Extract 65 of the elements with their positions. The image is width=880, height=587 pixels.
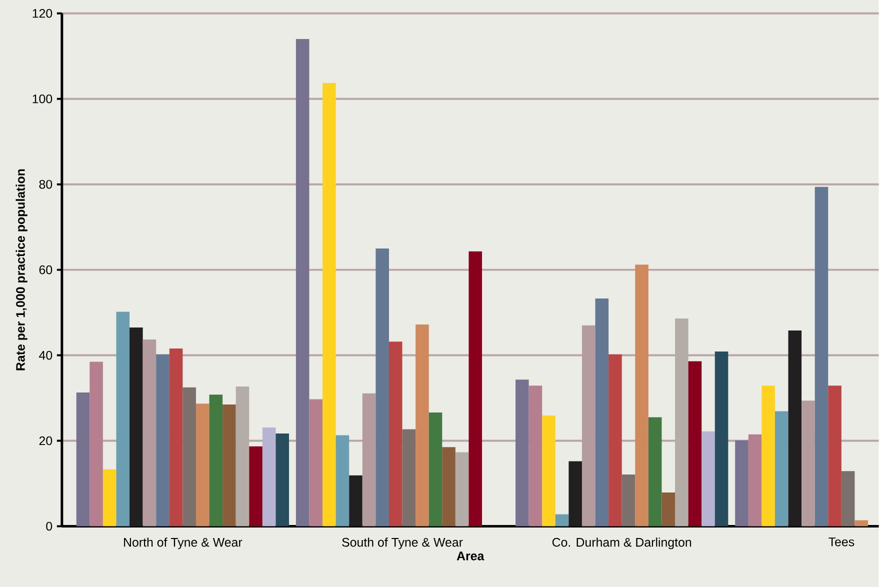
y-tick-label: 80 xyxy=(39,180,52,189)
bar xyxy=(376,248,389,526)
bar xyxy=(222,404,236,526)
bar xyxy=(841,471,855,526)
bar xyxy=(442,447,456,526)
bar xyxy=(76,392,90,526)
y-tick-label: 60 xyxy=(39,265,52,274)
y-tick-label: 20 xyxy=(39,436,52,446)
bar xyxy=(688,361,702,526)
bar xyxy=(714,351,728,526)
bar xyxy=(542,415,556,526)
y-axis-title: Rate per 1,000 practice population xyxy=(16,169,28,370)
bar xyxy=(322,82,336,526)
bar xyxy=(608,354,622,526)
bar xyxy=(416,324,429,526)
bar xyxy=(455,452,469,526)
bar xyxy=(349,475,362,526)
y-tick-label: 0 xyxy=(46,522,52,531)
bar xyxy=(555,514,569,526)
x-tick-label: Tees xyxy=(828,538,854,546)
bar xyxy=(516,380,529,526)
bar xyxy=(774,411,788,526)
bar xyxy=(528,386,542,526)
bar xyxy=(854,520,868,526)
bar xyxy=(788,330,802,526)
bar xyxy=(90,362,103,526)
bar xyxy=(130,327,143,526)
bar xyxy=(468,251,482,526)
bar xyxy=(209,394,223,526)
bar xyxy=(169,348,183,526)
bar xyxy=(336,435,350,526)
bar xyxy=(296,38,310,526)
bar xyxy=(116,312,130,526)
bar xyxy=(814,186,828,526)
bar xyxy=(635,264,648,526)
bar xyxy=(182,387,196,526)
x-tick-label: North of Tyne & Wear xyxy=(124,537,242,550)
bar xyxy=(276,433,290,526)
y-tick-label: 40 xyxy=(39,350,52,360)
bar xyxy=(702,431,715,526)
x-axis-title: Area xyxy=(456,552,484,560)
bar xyxy=(595,298,609,526)
bar xyxy=(262,427,276,526)
bar xyxy=(309,399,323,526)
bar xyxy=(762,386,775,526)
bar xyxy=(828,386,842,526)
y-tick-label: 120 xyxy=(32,8,52,18)
x-tick-label: South of Tyne & Wear xyxy=(342,537,463,550)
bar xyxy=(568,461,582,526)
bar xyxy=(388,342,402,526)
bar xyxy=(196,404,210,526)
bar xyxy=(402,429,416,526)
bar xyxy=(662,492,676,526)
bar xyxy=(748,434,762,526)
bar xyxy=(249,446,262,526)
bar xyxy=(428,412,442,526)
bar xyxy=(622,474,636,526)
bar xyxy=(648,417,662,526)
bar xyxy=(102,469,116,526)
y-tick-label: 100 xyxy=(32,94,52,104)
bar xyxy=(142,339,156,526)
x-tick-label: Co. Durham & Darlington xyxy=(552,537,692,550)
bar xyxy=(802,400,815,526)
bar xyxy=(156,354,170,526)
bar xyxy=(735,440,748,526)
